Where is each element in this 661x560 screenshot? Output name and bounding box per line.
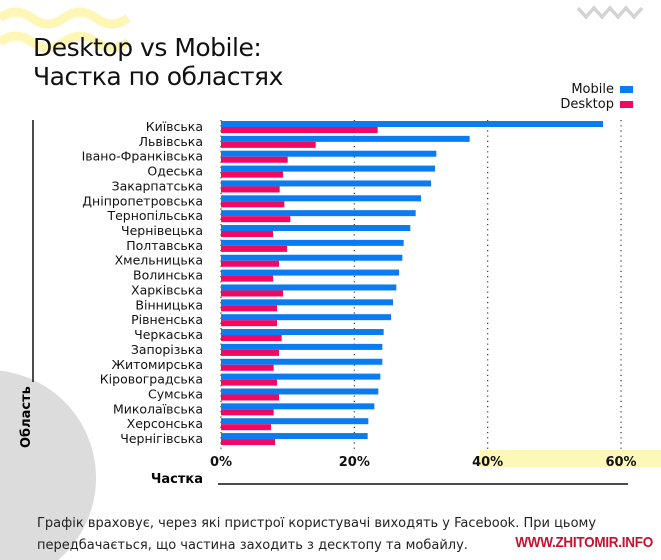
- bar-desktop: [221, 260, 279, 267]
- bar-mobile: [221, 269, 399, 276]
- category-label: Чернівецька: [121, 223, 203, 238]
- chart-title: Desktop vs Mobile: Частка по областях: [33, 33, 283, 91]
- legend-desktop: Desktop: [560, 97, 633, 112]
- yellow-wave-decoration: [0, 31, 131, 53]
- bar-desktop: [221, 320, 277, 327]
- footnote-line: Графік враховує, через які пристрої кори…: [37, 516, 597, 531]
- bar-mobile: [221, 165, 435, 172]
- bar-desktop: [221, 186, 280, 193]
- category-label: Житомирська: [112, 357, 203, 372]
- watermark: WWW.ZHITOMIR.INFO: [515, 534, 653, 551]
- bar-chart: КиївськаЛьвівськаІвано-ФранківськаОдеськ…: [19, 119, 637, 487]
- bar-mobile: [221, 210, 416, 217]
- bar-mobile: [221, 358, 383, 365]
- bar-mobile: [221, 373, 381, 380]
- gray-circle-decoration: [0, 370, 96, 560]
- legend-swatch: [620, 101, 633, 108]
- bar-mobile: [221, 314, 391, 321]
- bar-desktop: [221, 231, 273, 238]
- x-axis-label: Частка: [151, 472, 203, 487]
- bar-mobile: [221, 418, 369, 425]
- category-label: Кіровоградська: [100, 372, 203, 387]
- bar-mobile: [221, 225, 411, 232]
- category-label: Тернопільська: [106, 208, 203, 223]
- category-label: Рівненська: [131, 312, 203, 327]
- x-tick-label: 20%: [339, 455, 370, 470]
- bar-desktop: [221, 156, 288, 163]
- bar-desktop: [221, 349, 279, 356]
- x-tick-label: 40%: [472, 455, 503, 470]
- bar-desktop: [221, 424, 271, 431]
- bar-mobile: [221, 135, 470, 142]
- bar-desktop: [221, 141, 316, 148]
- category-label: Львівська: [139, 134, 203, 149]
- footnote: Графік враховує, через які пристрої кори…: [37, 513, 657, 557]
- footnote-line: передбачається, що частина заходить з де…: [37, 538, 468, 553]
- category-label: Хмельницька: [115, 253, 203, 268]
- bar-mobile: [221, 329, 384, 336]
- bar-mobile: [221, 121, 603, 127]
- gray-zigzag-decoration: [576, 5, 644, 20]
- category-label: Закарпатська: [112, 178, 203, 193]
- category-label: Волинська: [133, 268, 203, 283]
- category-label: Дніпропетровська: [82, 193, 203, 208]
- title-line-1: Desktop vs Mobile:: [33, 33, 262, 62]
- bar-desktop: [221, 409, 274, 416]
- yellow-wave-decoration: [0, 7, 131, 29]
- bar-desktop: [221, 275, 273, 282]
- y-axis-label: Область: [19, 386, 34, 448]
- category-label: Херсонська: [127, 416, 203, 431]
- bar-mobile: [221, 180, 431, 187]
- bar-desktop: [221, 439, 275, 446]
- bar-mobile: [221, 299, 393, 306]
- legend-mobile: Mobile: [571, 82, 633, 97]
- legend-label: Mobile: [571, 82, 614, 97]
- category-label: Миколаївська: [113, 401, 203, 416]
- x-tick-label: 0%: [210, 455, 232, 470]
- category-label: Харківська: [131, 282, 203, 297]
- bar-desktop: [221, 245, 287, 252]
- category-label: Івано-Франківська: [82, 149, 203, 164]
- bar-mobile: [221, 195, 421, 202]
- bar-mobile: [221, 433, 368, 440]
- bar-mobile: [221, 403, 375, 410]
- category-label: Одеська: [147, 164, 203, 179]
- bar-desktop: [221, 290, 283, 297]
- bar-desktop: [221, 335, 282, 342]
- legend-swatch: [620, 86, 633, 93]
- bar-desktop: [221, 364, 274, 371]
- category-label: Сумська: [148, 386, 203, 401]
- category-label: Полтавська: [126, 238, 203, 253]
- title-line-2: Частка по областях: [33, 62, 283, 91]
- bar-desktop: [221, 127, 378, 133]
- category-label: Запорізька: [131, 342, 203, 357]
- bar-desktop: [221, 216, 291, 223]
- bar-mobile: [221, 284, 397, 291]
- category-label: Вінницька: [135, 297, 203, 312]
- bar-mobile: [221, 239, 404, 246]
- bar-desktop: [221, 379, 277, 386]
- category-label: Чернігівська: [120, 431, 203, 446]
- bar-mobile: [221, 254, 403, 261]
- bar-mobile: [221, 150, 437, 157]
- bar-mobile: [221, 388, 379, 395]
- bar-desktop: [221, 305, 277, 312]
- bar-mobile: [221, 343, 383, 350]
- bar-desktop: [221, 394, 279, 401]
- yellow-highlight-decoration: [480, 450, 661, 467]
- bar-desktop: [221, 171, 283, 178]
- category-label: Черкаська: [134, 327, 203, 342]
- x-tick-label: 60%: [605, 455, 636, 470]
- category-label: Київська: [146, 119, 203, 134]
- bar-desktop: [221, 201, 285, 208]
- legend-label: Desktop: [560, 97, 614, 112]
